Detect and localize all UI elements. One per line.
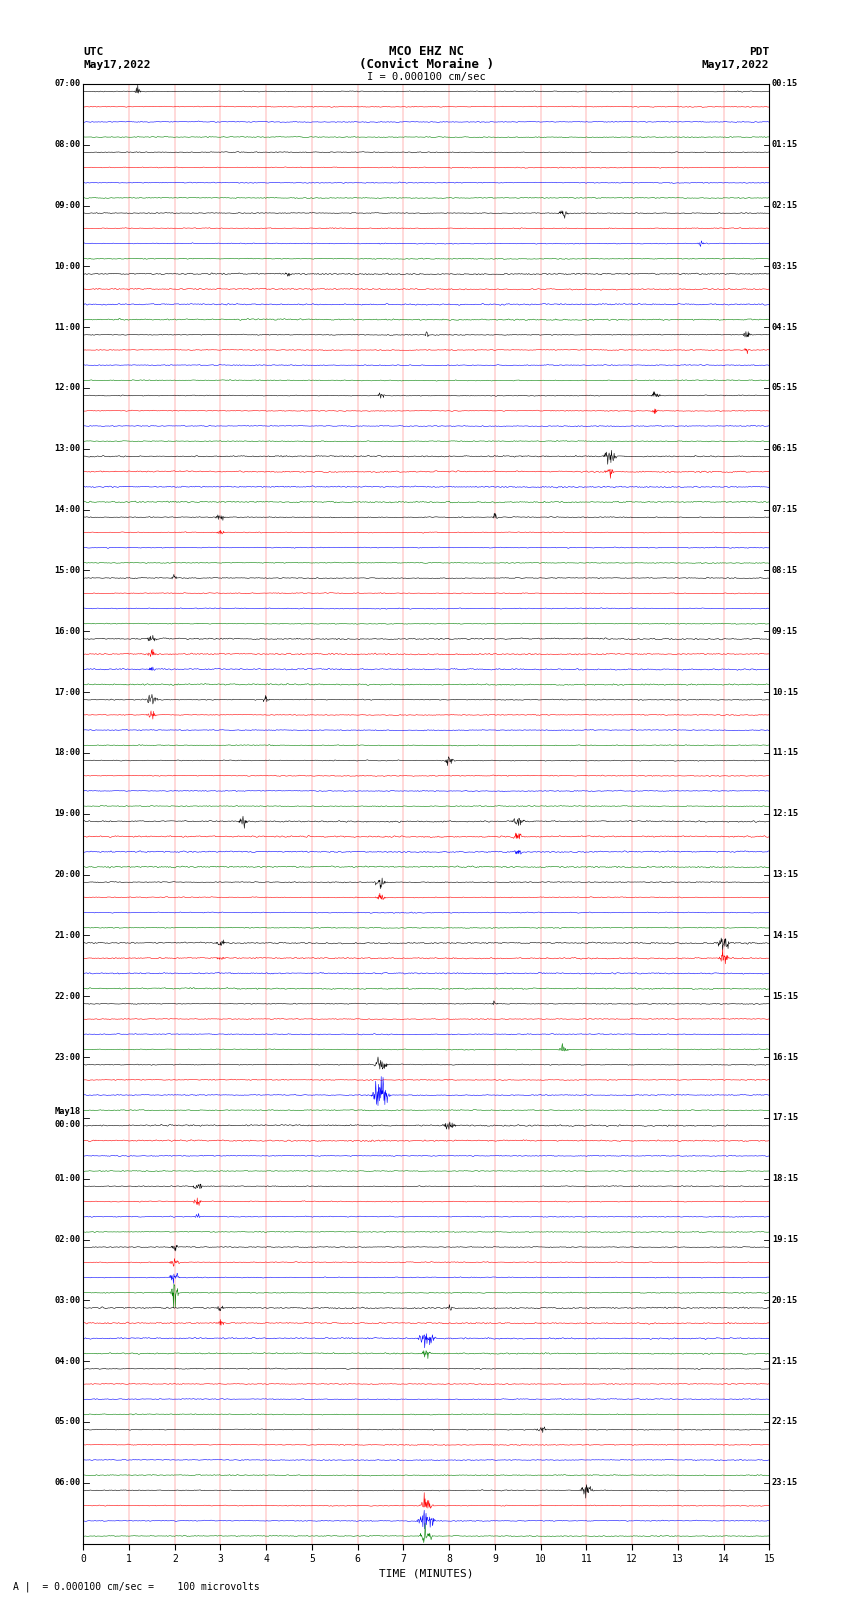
Text: 07:15: 07:15	[772, 505, 798, 515]
Text: 05:15: 05:15	[772, 384, 798, 392]
Text: 10:00: 10:00	[54, 261, 81, 271]
Text: 02:00: 02:00	[54, 1236, 81, 1244]
Text: 06:00: 06:00	[54, 1479, 81, 1487]
Text: 21:15: 21:15	[772, 1357, 798, 1366]
Text: 16:15: 16:15	[772, 1053, 798, 1061]
Text: MCO EHZ NC: MCO EHZ NC	[388, 45, 464, 58]
Text: 15:00: 15:00	[54, 566, 81, 574]
X-axis label: TIME (MINUTES): TIME (MINUTES)	[379, 1568, 473, 1578]
Text: 10:15: 10:15	[772, 687, 798, 697]
Text: 08:00: 08:00	[54, 140, 81, 148]
Text: 17:15: 17:15	[772, 1113, 798, 1123]
Text: 11:15: 11:15	[772, 748, 798, 758]
Text: May17,2022: May17,2022	[83, 60, 150, 69]
Text: 20:00: 20:00	[54, 869, 81, 879]
Text: A |  = 0.000100 cm/sec =    100 microvolts: A | = 0.000100 cm/sec = 100 microvolts	[13, 1582, 259, 1592]
Text: UTC: UTC	[83, 47, 104, 56]
Text: 11:00: 11:00	[54, 323, 81, 332]
Text: 00:00: 00:00	[54, 1119, 81, 1129]
Text: May18: May18	[54, 1107, 81, 1116]
Text: 18:00: 18:00	[54, 748, 81, 758]
Text: 04:00: 04:00	[54, 1357, 81, 1366]
Text: 14:15: 14:15	[772, 931, 798, 940]
Text: 17:00: 17:00	[54, 687, 81, 697]
Text: 07:00: 07:00	[54, 79, 81, 89]
Text: 19:15: 19:15	[772, 1236, 798, 1244]
Text: 15:15: 15:15	[772, 992, 798, 1000]
Text: May17,2022: May17,2022	[702, 60, 769, 69]
Text: 06:15: 06:15	[772, 444, 798, 453]
Text: 13:00: 13:00	[54, 444, 81, 453]
Text: I = 0.000100 cm/sec: I = 0.000100 cm/sec	[367, 73, 485, 82]
Text: 22:00: 22:00	[54, 992, 81, 1000]
Text: 05:00: 05:00	[54, 1418, 81, 1426]
Text: 01:00: 01:00	[54, 1174, 81, 1184]
Text: 23:15: 23:15	[772, 1479, 798, 1487]
Text: 00:15: 00:15	[772, 79, 798, 89]
Text: 21:00: 21:00	[54, 931, 81, 940]
Text: 13:15: 13:15	[772, 869, 798, 879]
Text: 14:00: 14:00	[54, 505, 81, 515]
Text: PDT: PDT	[749, 47, 769, 56]
Text: 09:15: 09:15	[772, 627, 798, 636]
Text: 08:15: 08:15	[772, 566, 798, 574]
Text: 12:15: 12:15	[772, 810, 798, 818]
Text: 23:00: 23:00	[54, 1053, 81, 1061]
Text: 03:00: 03:00	[54, 1295, 81, 1305]
Text: 02:15: 02:15	[772, 202, 798, 210]
Text: 20:15: 20:15	[772, 1295, 798, 1305]
Text: 04:15: 04:15	[772, 323, 798, 332]
Text: 18:15: 18:15	[772, 1174, 798, 1184]
Text: 03:15: 03:15	[772, 261, 798, 271]
Text: 19:00: 19:00	[54, 810, 81, 818]
Text: 12:00: 12:00	[54, 384, 81, 392]
Text: 09:00: 09:00	[54, 202, 81, 210]
Text: 16:00: 16:00	[54, 627, 81, 636]
Text: 01:15: 01:15	[772, 140, 798, 148]
Text: 22:15: 22:15	[772, 1418, 798, 1426]
Text: (Convict Moraine ): (Convict Moraine )	[359, 58, 494, 71]
